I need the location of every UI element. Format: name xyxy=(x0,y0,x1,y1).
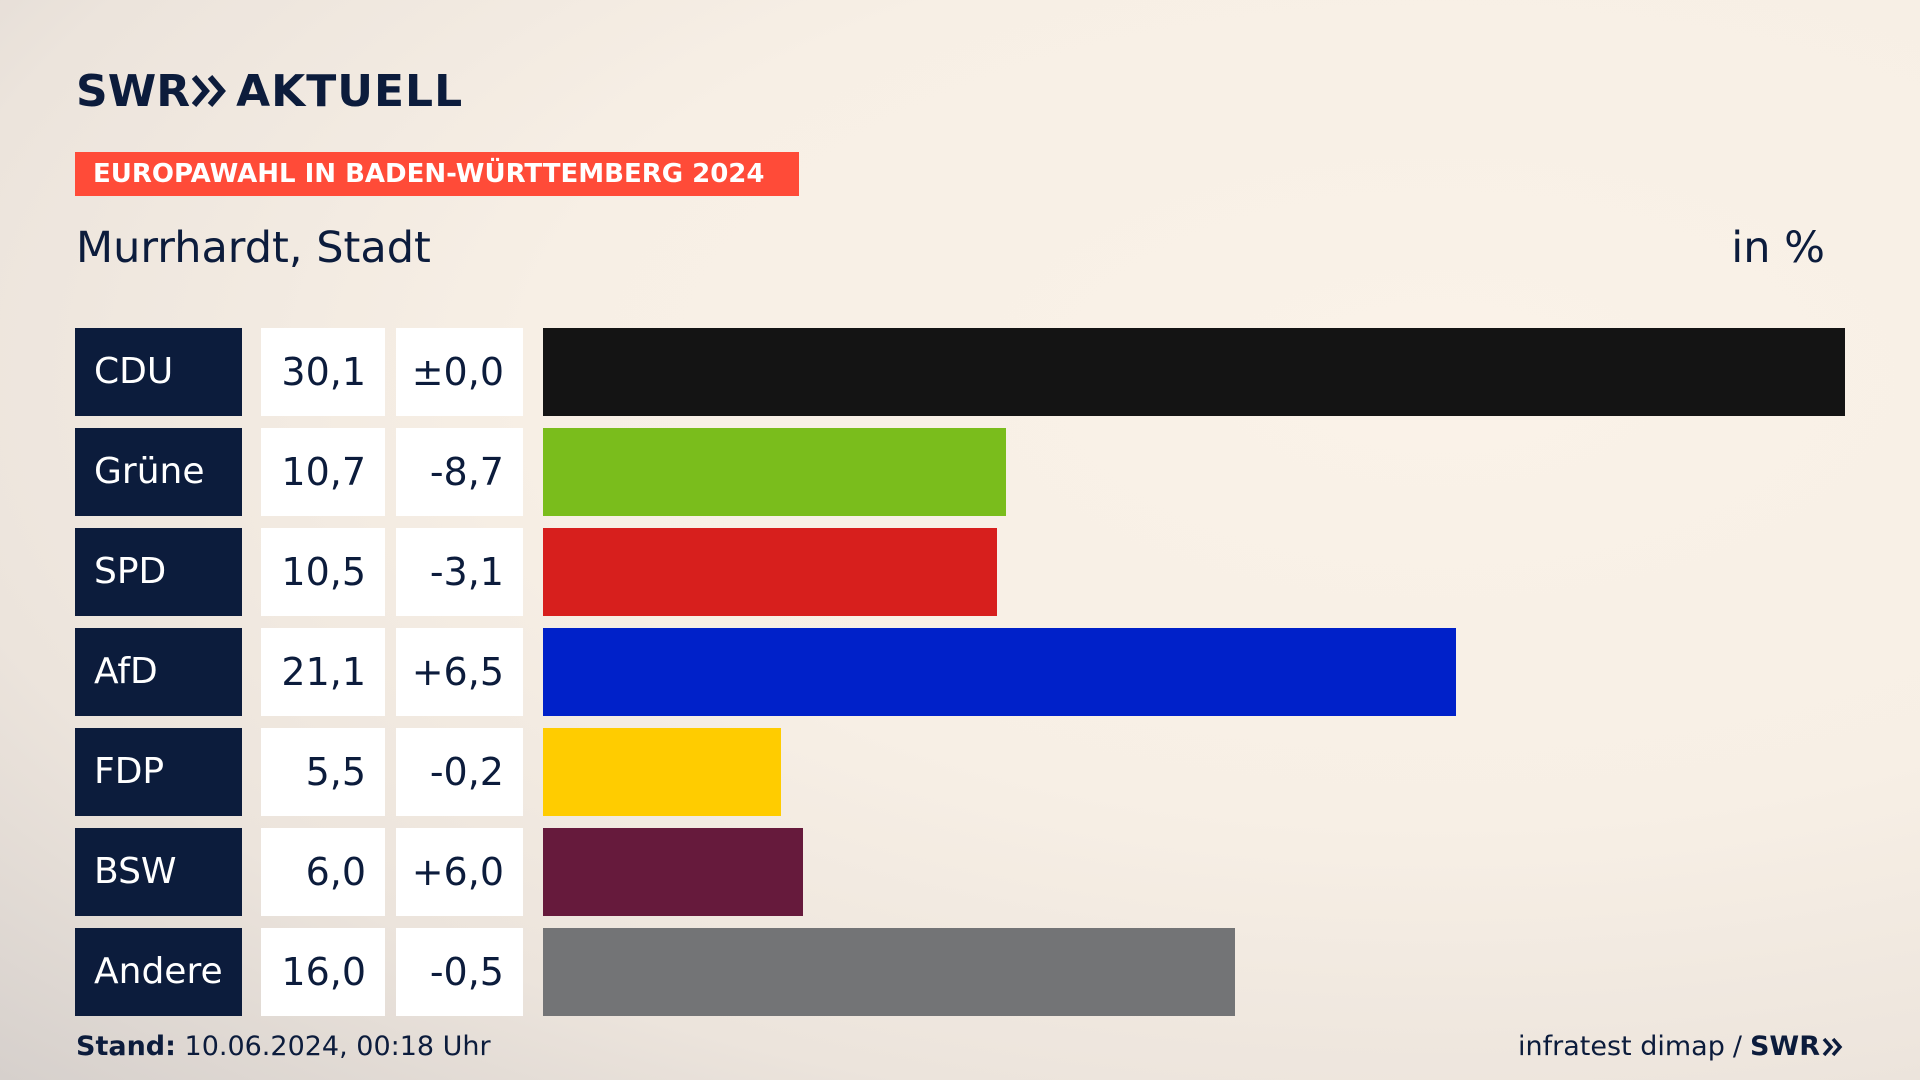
bar-spd xyxy=(543,528,997,616)
value-label: 10,7 xyxy=(261,428,385,516)
diff-label: +6,5 xyxy=(396,628,523,716)
stand-label: Stand: xyxy=(76,1031,176,1062)
unit-label: in % xyxy=(1731,223,1825,273)
party-label: AfD xyxy=(75,628,242,716)
party-label: SPD xyxy=(75,528,242,616)
diff-label: -8,7 xyxy=(396,428,523,516)
diff-label: -0,5 xyxy=(396,928,523,1016)
diff-label: ±0,0 xyxy=(396,328,523,416)
bar-afd xyxy=(543,628,1456,716)
diff-label: +6,0 xyxy=(396,828,523,916)
result-row-spd: SPD 10,5 -3,1 xyxy=(75,528,1845,616)
logo-aktuell-text: AKTUELL xyxy=(236,65,464,117)
source-footer: infratest dimap / SWR xyxy=(1518,1030,1844,1064)
stand-value: 10.06.2024, 00:18 Uhr xyxy=(184,1031,491,1062)
result-row-andere: Andere 16,0 -0,5 xyxy=(75,928,1845,1016)
location-subtitle: Murrhardt, Stadt xyxy=(76,223,431,273)
value-label: 16,0 xyxy=(261,928,385,1016)
diff-label: -0,2 xyxy=(396,728,523,816)
result-row-fdp: FDP 5,5 -0,2 xyxy=(75,728,1845,816)
source-separator: / xyxy=(1732,1031,1742,1062)
source-label: infratest dimap xyxy=(1518,1031,1725,1062)
party-label: FDP xyxy=(75,728,242,816)
value-label: 5,5 xyxy=(261,728,385,816)
result-row-bsw: BSW 6,0 +6,0 xyxy=(75,828,1845,916)
double-chevron-icon xyxy=(192,75,227,107)
result-row-afd: AfD 21,1 +6,5 xyxy=(75,628,1845,716)
value-label: 30,1 xyxy=(261,328,385,416)
party-label: CDU xyxy=(75,328,242,416)
source-brand: SWR xyxy=(1749,1031,1820,1062)
diff-label: -3,1 xyxy=(396,528,523,616)
result-row-cdu: CDU 30,1 ±0,0 xyxy=(75,328,1845,416)
double-chevron-small-icon xyxy=(1822,1037,1843,1057)
timestamp-footer: Stand: 10.06.2024, 00:18 Uhr xyxy=(76,1030,491,1064)
bar-fdp xyxy=(543,728,781,816)
value-label: 6,0 xyxy=(261,828,385,916)
value-label: 10,5 xyxy=(261,528,385,616)
bar-bsw xyxy=(543,828,803,916)
party-label: Andere xyxy=(75,928,242,1016)
bar-cdu xyxy=(543,328,1845,416)
party-label: Grüne xyxy=(75,428,242,516)
result-row-grüne: Grüne 10,7 -8,7 xyxy=(75,428,1845,516)
party-label: BSW xyxy=(75,828,242,916)
swr-aktuell-logo: SWR AKTUELL xyxy=(76,65,464,117)
logo-swr-text: SWR xyxy=(76,65,191,117)
value-label: 21,1 xyxy=(261,628,385,716)
election-banner: EUROPAWAHL IN BADEN-WÜRTTEMBERG 2024 xyxy=(75,152,799,196)
bar-andere xyxy=(543,928,1235,1016)
bar-grüne xyxy=(543,428,1006,516)
